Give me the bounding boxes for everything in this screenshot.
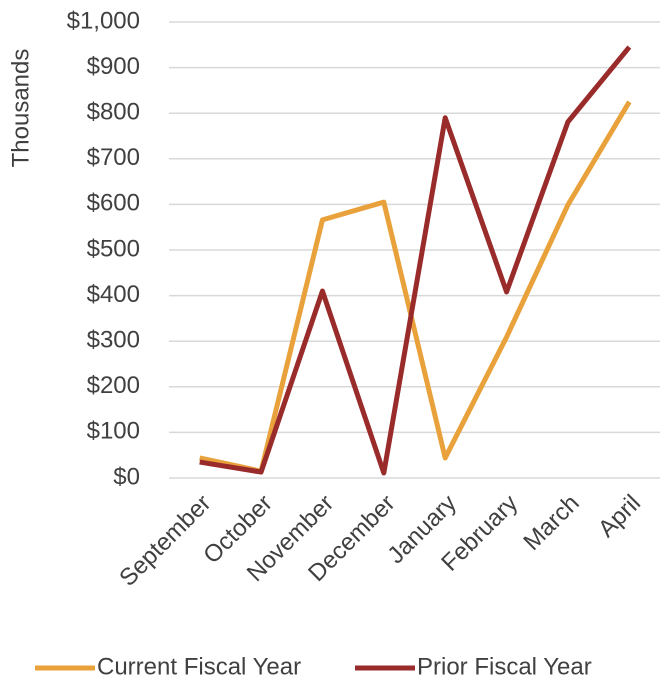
legend-label: Current Fiscal Year xyxy=(97,653,301,680)
legend-label: Prior Fiscal Year xyxy=(417,653,592,680)
series-line xyxy=(199,100,632,474)
y-tick-label: $1,000 xyxy=(67,7,140,34)
y-tick-label: $700 xyxy=(87,144,140,171)
y-tick-label: $300 xyxy=(87,327,140,354)
y-tick-label: $600 xyxy=(87,190,140,217)
y-tick-label: $800 xyxy=(87,99,140,126)
y-tick-label: $100 xyxy=(87,418,140,445)
y-tick-label: $400 xyxy=(87,281,140,308)
y-tick-label: $200 xyxy=(87,372,140,399)
x-tick-label: September xyxy=(114,490,216,592)
y-tick-label: $500 xyxy=(87,235,140,262)
y-tick-label: $900 xyxy=(87,53,140,80)
y-axis-label: Thousands xyxy=(7,49,34,168)
x-tick-label: April xyxy=(593,490,646,543)
x-tick-label: March xyxy=(518,490,584,556)
y-tick-label: $0 xyxy=(113,463,140,490)
series-line xyxy=(199,45,632,476)
